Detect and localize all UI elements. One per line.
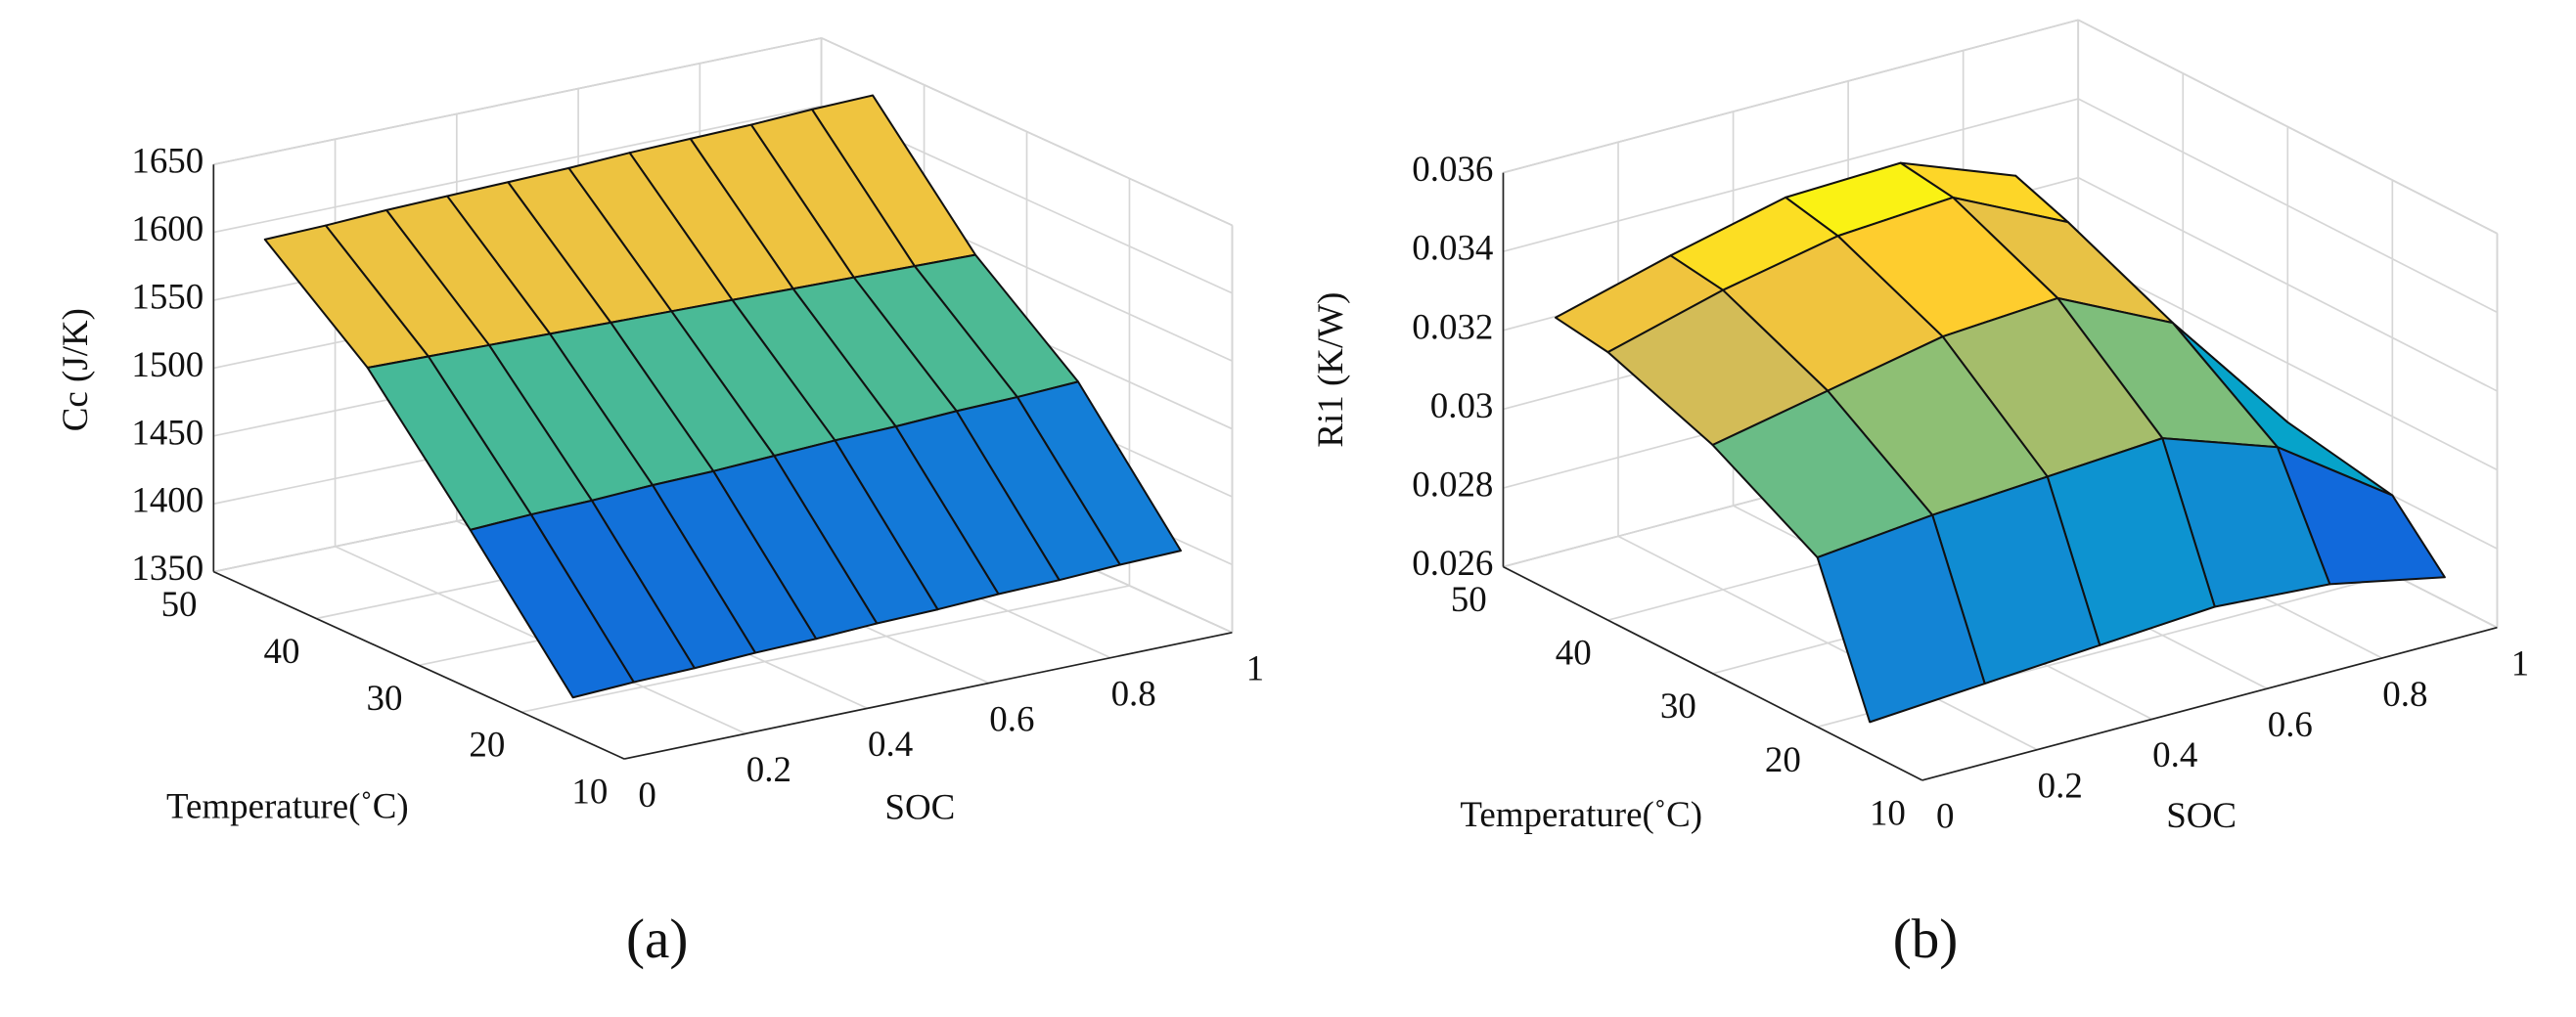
z-tick-label: 1550 bbox=[131, 277, 203, 317]
y-tick-label: 20 bbox=[469, 725, 505, 765]
panel-label: (b) bbox=[1893, 908, 1959, 970]
z-tick-label: 1650 bbox=[131, 141, 203, 181]
y-tick-label: 50 bbox=[161, 584, 198, 624]
z-tick-label: 0.032 bbox=[1412, 306, 1493, 346]
x-tick-label: 0.8 bbox=[2382, 674, 2427, 714]
y-tick-label: 20 bbox=[1765, 739, 1801, 779]
z-tick-label: 0.034 bbox=[1412, 228, 1493, 268]
grid-line bbox=[2077, 19, 2498, 235]
surface-patch bbox=[469, 513, 635, 699]
y-tick-label: 10 bbox=[571, 772, 608, 812]
x-axis-label: SOC bbox=[884, 786, 955, 826]
surface bbox=[1554, 161, 2446, 724]
x-tick-label: 0 bbox=[1936, 796, 1954, 836]
panel-label: (a) bbox=[626, 908, 688, 970]
x-tick-label: 0.8 bbox=[1111, 673, 1156, 713]
z-tick-label: 0.028 bbox=[1412, 464, 1493, 504]
z-tick-label: 1350 bbox=[131, 548, 203, 588]
x-tick-label: 0.4 bbox=[2152, 734, 2197, 774]
y-axis-label: Temperature(˚C) bbox=[166, 786, 409, 827]
y-axis-label: Temperature(˚C) bbox=[1460, 794, 1702, 835]
x-tick-label: 0.6 bbox=[989, 698, 1034, 738]
surface-chart: 1350 1400 1450 1500 1550 1600 1650 0 0.2 0.4 0.6 0.… bbox=[55, 37, 1264, 970]
y-tick-label: 30 bbox=[366, 678, 402, 718]
grid-line bbox=[821, 37, 1233, 227]
y-tick-label: 50 bbox=[1451, 579, 1487, 619]
z-tick-label: 0.03 bbox=[1430, 385, 1494, 425]
x-tick-label: 1 bbox=[1246, 648, 1264, 688]
x-tick-label: 0 bbox=[638, 774, 655, 815]
y-tick-label: 40 bbox=[264, 631, 300, 671]
z-tick-label: 1450 bbox=[131, 412, 203, 452]
x-axis bbox=[623, 631, 1233, 760]
x-tick-label: 0.6 bbox=[2268, 704, 2313, 744]
x-axis bbox=[1921, 626, 2498, 781]
z-tick-label: 1500 bbox=[131, 344, 203, 384]
z-tick-label: 1400 bbox=[131, 480, 203, 520]
grid-line bbox=[2077, 255, 2498, 471]
grid-line bbox=[520, 585, 1130, 714]
y-tick-label: 40 bbox=[1556, 633, 1592, 673]
x-tick-label: 0.2 bbox=[2038, 765, 2083, 805]
surface-chart: 0.026 0.028 0.03 0.032 0.034 0.036 0 0.2 0.4 0.6 0… bbox=[1310, 19, 2529, 970]
grid-line bbox=[1503, 98, 2079, 253]
x-tick-label: 1 bbox=[2511, 643, 2529, 684]
z-tick-label: 0.026 bbox=[1412, 543, 1493, 583]
y-tick-label: 30 bbox=[1660, 685, 1696, 726]
grid-line bbox=[2077, 176, 2498, 392]
y-axis bbox=[212, 570, 625, 760]
z-axis-label: Ri1 (K/W) bbox=[1310, 292, 1351, 448]
surface bbox=[263, 94, 1182, 699]
y-tick-label: 10 bbox=[1870, 792, 1906, 832]
z-tick-label: 0.036 bbox=[1412, 149, 1493, 189]
grid-line bbox=[2077, 98, 2498, 314]
z-tick-label: 1600 bbox=[131, 208, 203, 248]
y-axis bbox=[1503, 565, 1923, 781]
x-tick-label: 0.4 bbox=[868, 724, 913, 764]
x-axis-label: SOC bbox=[2166, 795, 2237, 835]
grid-line bbox=[213, 105, 822, 234]
surface-patch bbox=[1816, 513, 1986, 724]
grid-line bbox=[213, 37, 822, 166]
x-tick-label: 0.2 bbox=[746, 749, 791, 789]
z-axis-label: Cc (J/K) bbox=[55, 308, 96, 431]
grid-line bbox=[1503, 19, 2079, 174]
